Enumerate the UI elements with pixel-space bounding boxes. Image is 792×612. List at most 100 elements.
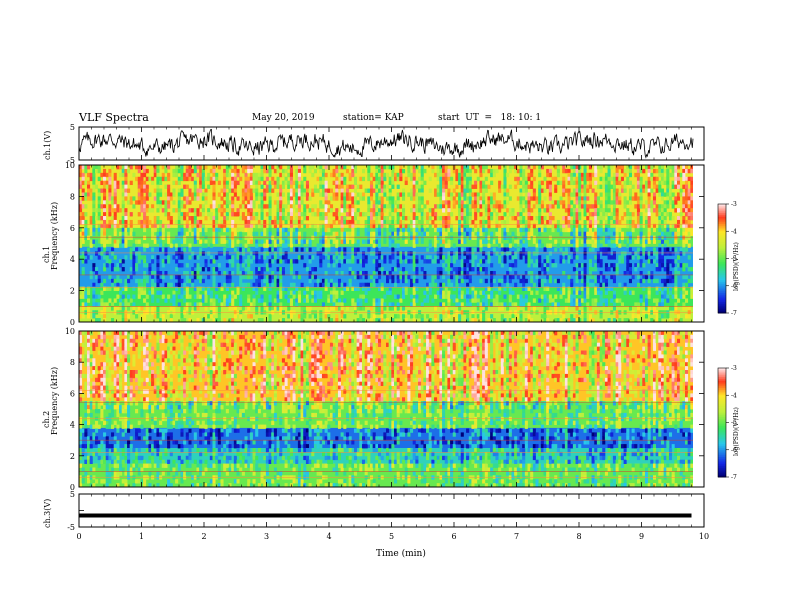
psd-cell — [209, 302, 213, 307]
psd-cell — [121, 227, 125, 233]
psd-cell — [580, 188, 584, 193]
psd-cell — [682, 243, 686, 248]
psd-cell — [679, 290, 683, 295]
psd-cell — [369, 306, 374, 311]
psd-cell — [428, 255, 432, 260]
psd-cell — [466, 212, 470, 217]
psd-cell — [87, 342, 91, 347]
psd-cell — [321, 247, 325, 252]
psd-cell — [175, 267, 179, 272]
psd-cell — [268, 184, 272, 189]
psd-cell — [100, 227, 104, 233]
psd-cell — [684, 235, 689, 240]
psd-cell — [228, 165, 232, 170]
psd-cell — [279, 290, 283, 295]
psd-cell — [100, 204, 104, 209]
psd-cell — [391, 204, 395, 209]
psd-cell — [455, 255, 459, 260]
psd-cell — [287, 180, 291, 186]
psd-cell — [530, 231, 534, 237]
psd-cell — [124, 286, 128, 291]
psd-cell — [303, 314, 307, 319]
psd-cell — [551, 216, 555, 221]
psd-cell — [642, 302, 646, 307]
psd-cell — [204, 239, 208, 244]
psd-cell — [380, 180, 384, 186]
psd-cell — [156, 314, 160, 319]
psd-cell — [303, 204, 307, 209]
psd-cell — [663, 208, 667, 213]
psd-cell — [372, 243, 376, 248]
psd-cell — [159, 239, 163, 244]
psd-cell — [332, 302, 336, 307]
psd-cell — [204, 216, 208, 221]
psd-cell — [100, 231, 104, 237]
psd-cell — [95, 251, 99, 256]
psd-cell — [455, 251, 459, 256]
psd-cell — [247, 219, 251, 225]
psd-cell — [500, 278, 504, 284]
psd-cell — [292, 235, 296, 240]
psd-cell — [508, 235, 512, 240]
psd-cell — [580, 270, 584, 276]
psd-cell — [319, 168, 323, 174]
psd-cell — [127, 302, 131, 307]
psd-cell — [439, 282, 443, 288]
psd-cell — [223, 219, 227, 225]
psd-cell — [663, 278, 667, 284]
psd-cell — [313, 314, 317, 319]
psd-cell — [668, 216, 673, 221]
psd-cell — [351, 251, 355, 256]
psd-cell — [562, 192, 566, 197]
psd-cell — [396, 184, 400, 189]
psd-cell — [137, 212, 141, 217]
psd-cell — [81, 239, 85, 244]
psd-cell — [137, 278, 141, 284]
psd-cell — [508, 251, 512, 256]
psd-cell — [335, 216, 339, 221]
psd-cell — [612, 212, 616, 217]
psd-cell — [377, 216, 382, 221]
psd-cell — [89, 405, 93, 410]
psd-cell — [522, 176, 526, 182]
psd-cell — [108, 274, 112, 280]
psd-cell — [260, 219, 264, 225]
psd-cell — [556, 200, 560, 205]
psd-cell — [524, 204, 528, 209]
psd-cell — [436, 165, 440, 170]
psd-cell — [450, 270, 454, 276]
psd-cell — [87, 306, 91, 311]
psd-cell — [388, 227, 392, 233]
psd-cell — [682, 251, 686, 256]
psd-cell — [604, 251, 608, 256]
psd-cell — [305, 216, 309, 221]
psd-cell — [415, 219, 419, 225]
psd-cell — [650, 259, 654, 264]
psd-cell — [538, 270, 542, 276]
psd-cell — [244, 192, 248, 197]
psd-cell — [177, 235, 181, 240]
psd-cell — [447, 216, 451, 221]
psd-cell — [484, 188, 488, 193]
psd-cell — [575, 208, 579, 213]
psd-cell — [482, 239, 486, 244]
psd-cell — [345, 231, 350, 237]
psd-cell — [132, 196, 136, 201]
psd-cell — [233, 314, 237, 319]
psd-cell — [543, 247, 547, 252]
psd-cell — [522, 286, 526, 291]
psd-cell — [482, 219, 486, 225]
psd-cell — [265, 278, 269, 284]
psd-cell — [305, 188, 309, 193]
psd-cell — [466, 208, 470, 213]
psd-cell — [143, 223, 147, 229]
psd-cell — [113, 255, 117, 260]
psd-cell — [108, 235, 112, 240]
psd-cell — [418, 196, 422, 201]
psd-cell — [319, 212, 323, 217]
psd-cell — [84, 302, 88, 307]
psd-cell — [273, 247, 277, 252]
psd-cell — [249, 204, 253, 209]
psd-cell — [431, 274, 435, 280]
psd-cell — [447, 255, 451, 260]
